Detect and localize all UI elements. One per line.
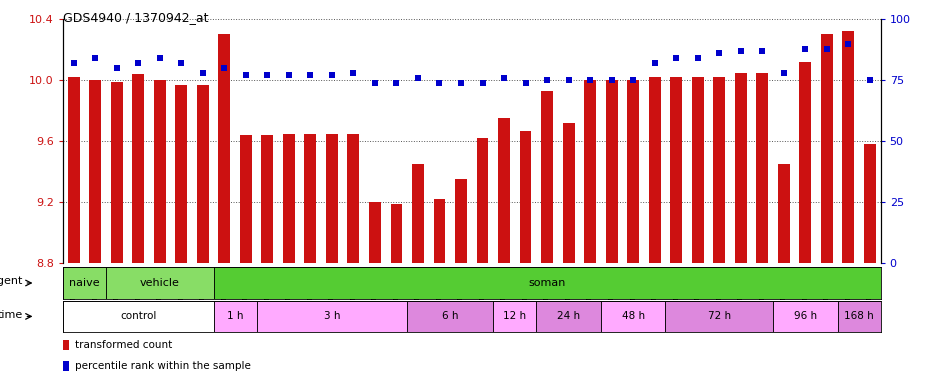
Text: 12 h: 12 h — [503, 311, 526, 321]
Bar — [843, 31, 855, 263]
Text: 72 h: 72 h — [708, 311, 731, 321]
Bar — [111, 82, 123, 263]
Text: 3 h: 3 h — [324, 311, 340, 321]
Bar — [240, 135, 252, 263]
Bar — [214, 301, 256, 332]
Bar — [407, 301, 493, 332]
Bar — [348, 134, 359, 263]
Text: 24 h: 24 h — [557, 311, 580, 321]
Bar — [68, 77, 80, 263]
Bar — [713, 77, 725, 263]
Bar — [562, 123, 574, 263]
Bar — [799, 62, 811, 263]
Bar — [132, 74, 144, 263]
Text: GDS4940 / 1370942_at: GDS4940 / 1370942_at — [63, 12, 208, 25]
Bar — [671, 77, 682, 263]
Bar — [214, 267, 881, 299]
Bar — [304, 134, 316, 263]
Text: 48 h: 48 h — [622, 311, 645, 321]
Bar — [412, 164, 424, 263]
Bar — [369, 202, 381, 263]
Bar — [176, 85, 187, 263]
Bar — [601, 301, 665, 332]
Bar — [197, 85, 209, 263]
Bar — [283, 134, 295, 263]
Bar — [773, 301, 837, 332]
Text: naive: naive — [69, 278, 100, 288]
Bar — [627, 80, 639, 263]
Bar — [493, 301, 536, 332]
Bar — [757, 73, 768, 263]
Bar — [837, 301, 881, 332]
Bar — [665, 301, 773, 332]
Text: 1 h: 1 h — [227, 311, 243, 321]
Bar — [476, 138, 488, 263]
Bar — [820, 35, 832, 263]
Text: 168 h: 168 h — [845, 311, 874, 321]
Bar — [218, 35, 230, 263]
Bar — [520, 131, 532, 263]
Bar — [63, 340, 68, 350]
Bar — [63, 301, 214, 332]
Bar — [154, 80, 166, 263]
Bar — [106, 267, 214, 299]
Text: 6 h: 6 h — [442, 311, 459, 321]
Bar — [585, 80, 596, 263]
Bar — [864, 144, 876, 263]
Bar — [390, 204, 402, 263]
Bar — [256, 301, 407, 332]
Bar — [63, 267, 106, 299]
Bar — [541, 91, 553, 263]
Text: vehicle: vehicle — [140, 278, 179, 288]
Text: agent: agent — [0, 276, 23, 286]
Bar — [89, 80, 101, 263]
Text: control: control — [120, 311, 156, 321]
Text: time: time — [0, 310, 23, 320]
Bar — [692, 77, 704, 263]
Text: transformed count: transformed count — [75, 340, 173, 350]
Bar — [606, 80, 618, 263]
Bar — [326, 134, 338, 263]
Text: 96 h: 96 h — [794, 311, 817, 321]
Text: percentile rank within the sample: percentile rank within the sample — [75, 361, 252, 371]
Bar — [648, 77, 660, 263]
Bar — [536, 301, 601, 332]
Bar — [63, 361, 68, 371]
Bar — [455, 179, 467, 263]
Bar — [434, 199, 446, 263]
Text: soman: soman — [528, 278, 566, 288]
Bar — [778, 164, 790, 263]
Bar — [262, 135, 273, 263]
Bar — [734, 73, 746, 263]
Bar — [498, 118, 510, 263]
